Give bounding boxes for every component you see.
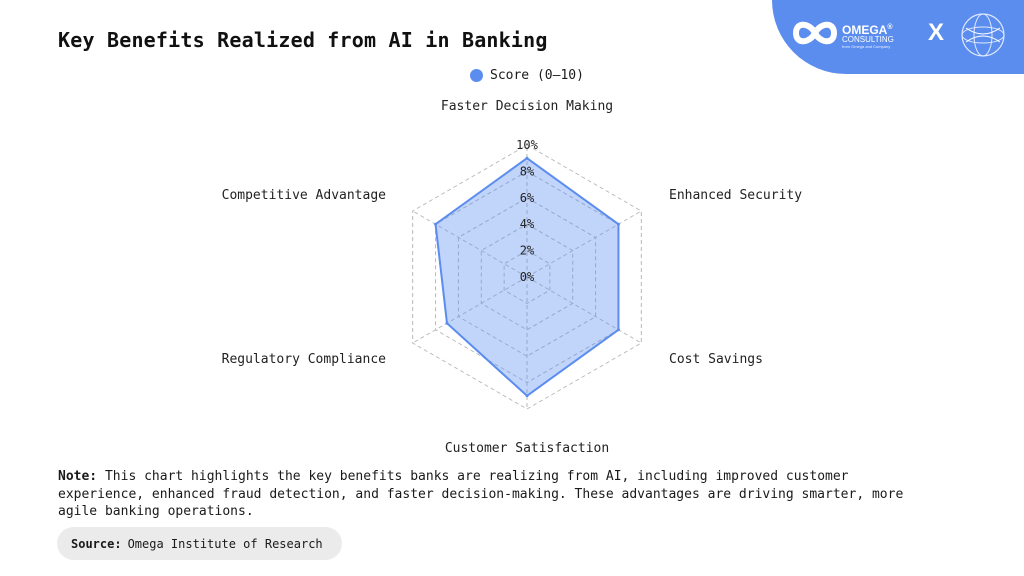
registered-mark: ® [887, 24, 893, 31]
tick-label: 2% [520, 244, 535, 258]
data-point [616, 222, 620, 226]
axis-label: Customer Satisfaction [445, 441, 609, 456]
note-label: Note: [58, 469, 98, 484]
globe-logo-icon [961, 13, 1005, 57]
infinity-logo-icon [792, 21, 838, 45]
tick-label: 0% [520, 270, 535, 284]
grid-spoke [412, 276, 528, 344]
grid-spoke [526, 276, 642, 344]
source-text: Omega Institute of Research [127, 536, 323, 551]
note-text: This chart highlights the key benefits b… [58, 469, 904, 519]
chart-note: Note: This chart highlights the key bene… [58, 468, 938, 521]
source-label: Source: [71, 536, 122, 551]
data-point [525, 394, 529, 398]
brand-banner: OMEGA® CONSULTING from Omega and Company… [772, 0, 1024, 74]
axis-label: Enhanced Security [669, 188, 802, 203]
brand-separator: X [928, 19, 945, 46]
data-point [525, 156, 529, 160]
brand-tagline: from Omega and Company [842, 44, 891, 49]
axis-label: Regulatory Compliance [222, 352, 387, 367]
data-point [445, 321, 449, 325]
source-pill: Source: Omega Institute of Research [57, 527, 342, 560]
tick-label: 10% [516, 138, 538, 152]
data-point [616, 328, 620, 332]
grid-ring [503, 250, 551, 304]
radar-chart: 0% 2% 4% 6% 8% 10% Faster Decision Making Enhan… [222, 99, 803, 456]
grid-spoke [412, 210, 528, 278]
brand-name: OMEGA® [842, 23, 893, 37]
chart-title: Key Benefits Realized from AI in Banking [58, 28, 548, 52]
brand-subtitle: CONSULTING [842, 35, 894, 44]
data-point [434, 222, 438, 226]
axis-label: Competitive Advantage [222, 188, 387, 203]
tick-label: 4% [520, 217, 535, 231]
legend-label: Score (0–10) [490, 68, 584, 83]
tick-label: 6% [520, 191, 535, 205]
chart-legend: Score (0–10) [470, 68, 584, 83]
axis-label: Faster Decision Making [441, 99, 613, 114]
grid-spoke [526, 210, 642, 278]
grid-ring [412, 144, 642, 410]
legend-swatch [470, 69, 483, 82]
tick-label: 8% [520, 164, 535, 178]
axis-label: Cost Savings [669, 352, 763, 367]
